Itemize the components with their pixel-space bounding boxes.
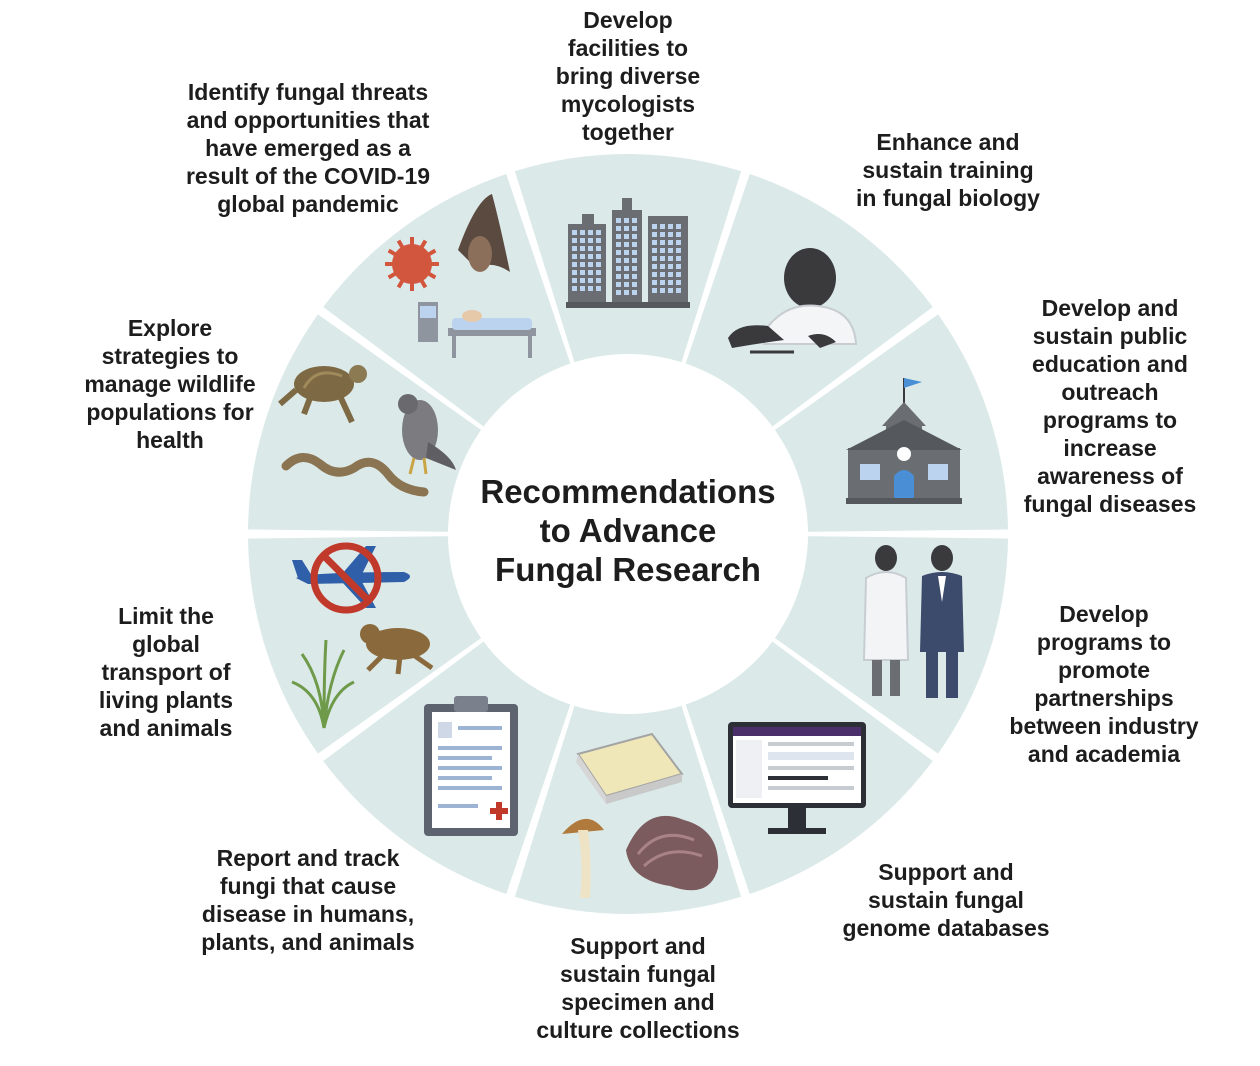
no-airplane-frog-plant-icon [291,542,434,729]
wheel-segment-wildlife [248,314,486,532]
label-public-education: Develop and sustain public education and… [1023,295,1197,517]
label-report-track: Report and track fungi that cause diseas… [201,845,415,955]
label-genome-databases: Support and sustain fungal genome databa… [842,859,1050,941]
label-develop-facilities: Develop facilities to bring diverse myco… [555,7,701,145]
turtle-falcon-snake-icon [278,365,456,497]
well-plate-and-mushroom-icon [562,732,719,898]
label-wildlife-strategies: Explore strategies to manage wildlife po… [84,315,256,453]
label-limit-transport: Limit the global transport of living pla… [98,603,234,741]
virus-bat-hospital-bed-icon [385,194,536,358]
schoolhouse-icon [846,378,962,504]
wheel-segment-covid [323,174,572,430]
center-title: Recommendations to Advance Fungal Resear… [480,473,776,588]
scientist-and-businessman-icon [862,545,964,698]
label-industry-partnerships: Develop programs to promote partnerships… [1009,601,1199,767]
label-culture-collections: Support and sustain fungal specimen and … [536,933,740,1043]
buildings-icon [566,198,690,308]
label-covid-threats: Identify fungal threats and opportunitie… [185,79,431,217]
center-circle [448,354,808,714]
student-writing-icon [728,248,858,354]
clipboard-report-icon [424,696,518,836]
computer-monitor-icon [728,722,866,834]
label-enhance-training: Enhance and sustain training in fungal b… [856,129,1040,211]
